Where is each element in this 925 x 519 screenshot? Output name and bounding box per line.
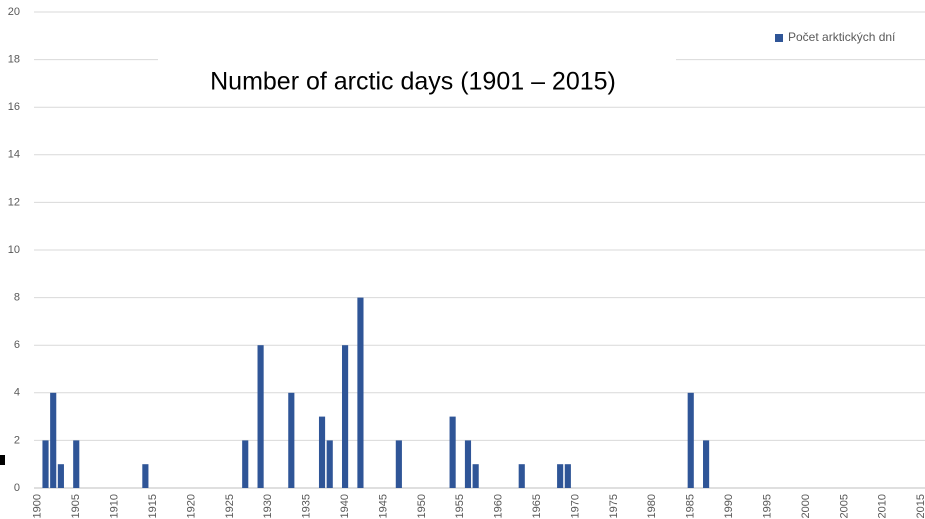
x-tick-label: 1975 (608, 494, 620, 518)
x-tick-label: 2000 (800, 494, 812, 518)
bar (357, 297, 364, 488)
x-tick-label: 1915 (147, 494, 159, 518)
x-tick-label: 1935 (301, 494, 313, 518)
x-tick-label: 2010 (877, 494, 889, 518)
bar (557, 464, 564, 488)
y-tick-label: 10 (8, 244, 20, 256)
bar (57, 464, 64, 488)
x-tick-label: 1905 (70, 494, 82, 518)
y-tick-label: 4 (14, 387, 20, 399)
y-tick-label: 12 (8, 196, 20, 208)
x-tick-label: 1930 (262, 494, 274, 518)
y-tick-label: 2 (14, 434, 20, 446)
bar (50, 392, 57, 488)
x-tick-label: 1900 (32, 494, 44, 518)
chart-title: Number of arctic days (1901 – 2015) (210, 68, 616, 96)
bar (42, 440, 49, 488)
bar (257, 345, 264, 488)
x-tick-label: 1960 (493, 494, 505, 518)
x-tick-label: 1995 (761, 494, 773, 518)
edge-mark (0, 455, 5, 465)
bar (449, 416, 456, 488)
bar (242, 440, 249, 488)
bar (73, 440, 80, 488)
x-tick-label: 2005 (838, 494, 850, 518)
y-tick-label: 20 (8, 6, 20, 18)
bar (318, 416, 326, 488)
bar (464, 440, 472, 488)
bar (326, 440, 333, 488)
x-tick-label: 1980 (646, 494, 658, 518)
legend-swatch (775, 34, 783, 42)
x-tick-label: 1990 (723, 494, 735, 518)
x-tick-label: 1940 (339, 494, 351, 518)
x-tick-label: 2015 (915, 494, 925, 518)
title-background (158, 58, 676, 106)
y-tick-label: 0 (14, 482, 20, 494)
bar (288, 392, 295, 488)
y-tick-label: 18 (8, 54, 20, 66)
bar (687, 392, 694, 488)
x-tick-label: 1970 (569, 494, 581, 518)
bar (472, 464, 479, 488)
y-tick-label: 8 (14, 292, 20, 304)
x-tick-label: 1955 (454, 494, 466, 518)
x-tick-label: 1925 (224, 494, 236, 518)
legend-label: Počet arktických dní (788, 30, 896, 44)
x-tick-label: 1985 (685, 494, 697, 518)
bar (342, 345, 349, 488)
y-tick-label: 6 (14, 339, 20, 351)
x-tick-label: 1965 (531, 494, 543, 518)
x-tick-label: 1910 (109, 494, 121, 518)
bar (395, 440, 402, 488)
bar (518, 464, 525, 488)
bar (703, 440, 710, 488)
x-tick-label: 1945 (377, 494, 389, 518)
y-tick-label: 16 (8, 101, 20, 113)
x-tick-label: 1920 (185, 494, 197, 518)
y-tick-label: 14 (8, 149, 20, 161)
bar (142, 464, 149, 488)
bar (564, 464, 571, 488)
x-tick-label: 1950 (416, 494, 428, 518)
